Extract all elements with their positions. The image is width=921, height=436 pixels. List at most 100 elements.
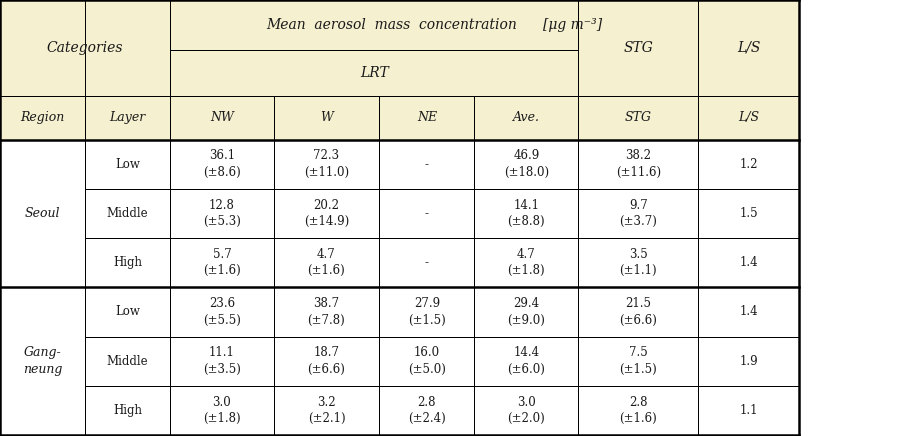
Text: L/S: L/S <box>739 111 759 124</box>
Text: -: - <box>425 207 429 220</box>
Text: -: - <box>425 256 429 269</box>
Bar <box>85 189 170 238</box>
Text: 36.1
(±8.6): 36.1 (±8.6) <box>204 150 240 179</box>
Bar <box>274 238 379 287</box>
Bar <box>578 189 698 238</box>
Text: 4.7
(±1.8): 4.7 (±1.8) <box>507 248 545 277</box>
Bar <box>274 96 379 140</box>
Text: 11.1
(±3.5): 11.1 (±3.5) <box>203 347 241 376</box>
Bar <box>170 386 274 435</box>
Bar <box>379 386 474 435</box>
Bar <box>379 96 474 140</box>
Bar <box>85 287 170 337</box>
Text: 46.9
(±18.0): 46.9 (±18.0) <box>504 150 549 179</box>
Bar <box>0 337 85 386</box>
Text: 72.3
(±11.0): 72.3 (±11.0) <box>304 150 349 179</box>
Text: STG: STG <box>624 41 653 55</box>
Bar <box>0 96 85 140</box>
Bar <box>85 238 170 287</box>
Bar <box>170 287 274 337</box>
Bar <box>474 238 578 287</box>
Bar <box>170 189 274 238</box>
Text: Mean  aerosol  mass  concentration      [μg m⁻³]: Mean aerosol mass concentration [μg m⁻³] <box>266 18 602 32</box>
Text: L/S: L/S <box>737 41 761 55</box>
Text: 3.0
(±2.0): 3.0 (±2.0) <box>507 396 545 425</box>
Text: Gang-
neung: Gang- neung <box>23 346 62 376</box>
Bar <box>474 140 578 189</box>
Bar <box>274 287 379 337</box>
Text: 38.2
(±11.6): 38.2 (±11.6) <box>616 150 660 179</box>
Bar <box>698 189 799 238</box>
Text: 21.5
(±6.6): 21.5 (±6.6) <box>619 297 658 327</box>
Bar <box>170 140 274 189</box>
Text: 7.5
(±1.5): 7.5 (±1.5) <box>620 347 657 376</box>
Bar <box>379 140 474 189</box>
Bar <box>379 337 474 386</box>
Text: High: High <box>113 404 142 417</box>
Text: Ave.: Ave. <box>513 111 540 124</box>
Text: 14.1
(±8.8): 14.1 (±8.8) <box>507 199 545 228</box>
Bar <box>274 337 379 386</box>
Bar <box>0 287 85 337</box>
Text: Middle: Middle <box>107 355 148 368</box>
Bar <box>170 96 274 140</box>
Bar <box>698 337 799 386</box>
Bar <box>698 140 799 189</box>
Bar <box>0 140 85 189</box>
Bar <box>0 0 170 96</box>
Text: 2.8
(±2.4): 2.8 (±2.4) <box>408 396 446 425</box>
Text: Middle: Middle <box>107 207 148 220</box>
Bar <box>578 287 698 337</box>
Text: High: High <box>113 256 142 269</box>
Text: 9.7
(±3.7): 9.7 (±3.7) <box>619 199 658 228</box>
Text: LRT: LRT <box>360 66 389 80</box>
Text: Layer: Layer <box>110 111 146 124</box>
Bar <box>170 238 274 287</box>
Bar <box>170 337 274 386</box>
Text: 16.0
(±5.0): 16.0 (±5.0) <box>408 347 446 376</box>
Bar <box>85 140 170 189</box>
Text: Low: Low <box>115 306 140 318</box>
Bar <box>698 96 799 140</box>
Bar <box>85 386 170 435</box>
Text: 3.0
(±1.8): 3.0 (±1.8) <box>204 396 240 425</box>
Bar <box>578 96 698 140</box>
Text: NE: NE <box>417 111 437 124</box>
Bar <box>0 386 85 435</box>
Bar <box>274 189 379 238</box>
Bar <box>578 238 698 287</box>
Text: 1.4: 1.4 <box>740 306 758 318</box>
Bar <box>474 337 578 386</box>
Text: 18.7
(±6.6): 18.7 (±6.6) <box>308 347 345 376</box>
Text: 14.4
(±6.0): 14.4 (±6.0) <box>507 347 545 376</box>
Bar <box>379 189 474 238</box>
Bar <box>578 337 698 386</box>
Text: 4.7
(±1.6): 4.7 (±1.6) <box>308 248 345 277</box>
Text: 5.7
(±1.6): 5.7 (±1.6) <box>204 248 240 277</box>
Text: 38.7
(±7.8): 38.7 (±7.8) <box>308 297 345 327</box>
Bar <box>698 238 799 287</box>
Text: 23.6
(±5.5): 23.6 (±5.5) <box>203 297 241 327</box>
Bar <box>0 189 85 238</box>
Bar <box>85 96 170 140</box>
Bar <box>0 238 85 287</box>
Text: 20.2
(±14.9): 20.2 (±14.9) <box>304 199 349 228</box>
Bar <box>474 96 578 140</box>
Bar <box>274 386 379 435</box>
Bar <box>0 140 85 287</box>
Text: 3.5
(±1.1): 3.5 (±1.1) <box>620 248 657 277</box>
Text: 29.4
(±9.0): 29.4 (±9.0) <box>507 297 545 327</box>
Text: 1.4: 1.4 <box>740 256 758 269</box>
Text: 1.5: 1.5 <box>740 207 758 220</box>
Bar <box>474 386 578 435</box>
Text: Categories: Categories <box>47 41 123 55</box>
Bar <box>170 50 578 96</box>
Bar <box>274 140 379 189</box>
Bar <box>578 0 698 96</box>
Bar <box>85 337 170 386</box>
Bar <box>474 189 578 238</box>
Text: W: W <box>321 111 332 124</box>
Text: Low: Low <box>115 158 140 170</box>
Text: 1.2: 1.2 <box>740 158 758 170</box>
Bar <box>698 386 799 435</box>
